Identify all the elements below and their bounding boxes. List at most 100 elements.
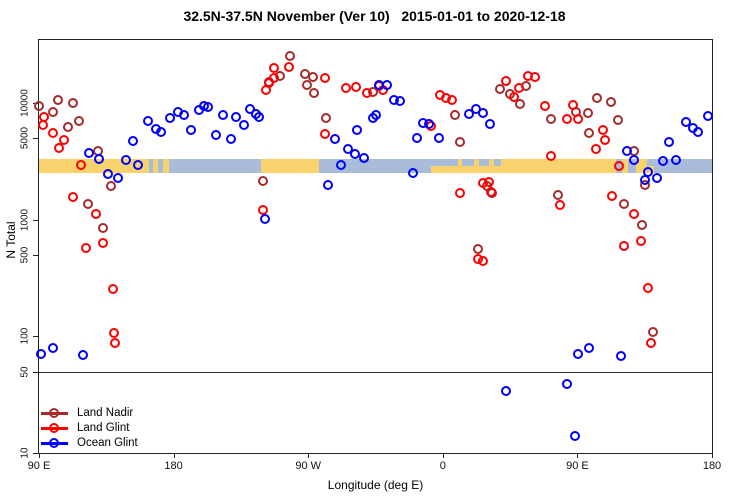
data-point-ocean-glint bbox=[254, 111, 265, 122]
data-point-land-nadir bbox=[450, 109, 461, 120]
x-tick bbox=[442, 453, 444, 458]
data-point-land-glint bbox=[269, 63, 280, 74]
data-point-land-glint bbox=[455, 187, 466, 198]
data-point-land-glint bbox=[76, 159, 86, 170]
map-band-land-segment bbox=[153, 158, 158, 173]
data-point-ocean-glint bbox=[671, 155, 682, 166]
y-tick-label: 10000 bbox=[19, 89, 31, 117]
y-axis-title: N Total bbox=[4, 221, 18, 259]
data-point-land-glint bbox=[284, 61, 295, 72]
data-point-land-glint bbox=[573, 113, 584, 124]
data-point-land-nadir bbox=[308, 72, 319, 82]
data-point-land-glint bbox=[81, 243, 91, 254]
data-point-land-nadir bbox=[612, 115, 623, 125]
data-point-land-glint bbox=[54, 143, 64, 154]
data-point-ocean-glint bbox=[35, 348, 46, 359]
data-point-land-glint bbox=[561, 113, 572, 124]
data-point-land-glint bbox=[350, 82, 361, 92]
data-point-land-nadir bbox=[301, 79, 312, 90]
data-point-land-nadir bbox=[583, 108, 594, 119]
data-point-land-nadir bbox=[591, 93, 602, 104]
data-point-ocean-glint bbox=[628, 154, 639, 165]
data-point-land-glint bbox=[628, 208, 639, 219]
data-point-land-nadir bbox=[106, 180, 117, 191]
data-point-ocean-glint bbox=[336, 159, 347, 170]
data-point-ocean-glint bbox=[395, 96, 406, 106]
y-tick bbox=[33, 138, 38, 140]
map-band bbox=[39, 158, 712, 173]
data-point-land-glint bbox=[618, 241, 629, 252]
data-point-ocean-glint bbox=[359, 152, 370, 163]
x-tick-label: 180 bbox=[164, 460, 183, 472]
x-tick-label: 90 W bbox=[295, 460, 322, 472]
x-axis-title: Longitude (deg E) bbox=[327, 478, 424, 492]
x-tick-label: 90 E bbox=[27, 460, 51, 472]
data-point-land-glint bbox=[598, 124, 609, 135]
legend-circle-marker bbox=[49, 423, 59, 433]
legend-circle-marker bbox=[49, 408, 59, 418]
data-point-ocean-glint bbox=[143, 116, 153, 127]
plot-area: N Total Longitude (deg E) 10000 5000 1000 5… bbox=[4, 39, 721, 492]
data-point-land-glint bbox=[486, 186, 497, 197]
x-tick-label: 0 bbox=[439, 460, 446, 472]
data-point-land-nadir bbox=[98, 222, 108, 233]
data-point-ocean-glint bbox=[485, 119, 496, 130]
map-band-land-segment bbox=[261, 158, 320, 173]
data-point-ocean-glint bbox=[165, 112, 176, 123]
data-point-land-glint bbox=[646, 337, 657, 348]
data-point-ocean-glint bbox=[260, 214, 271, 225]
data-point-land-glint bbox=[59, 134, 69, 145]
data-point-ocean-glint bbox=[352, 125, 363, 136]
y-tick bbox=[33, 371, 38, 373]
data-point-land-nadir bbox=[53, 95, 63, 105]
chart-title: 32.5N-37.5N November (Ver 10) 2015-01-01… bbox=[183, 8, 566, 24]
legend-label: Land Glint bbox=[77, 422, 130, 434]
data-point-land-glint bbox=[606, 190, 617, 201]
x-tick-label: 90 E bbox=[566, 460, 589, 472]
map-band-sea-inlet bbox=[493, 158, 502, 166]
data-point-land-glint bbox=[613, 160, 624, 171]
data-point-ocean-glint bbox=[382, 79, 393, 90]
x-tick bbox=[39, 453, 40, 458]
data-point-land-nadir bbox=[546, 113, 557, 124]
map-band-sea-inlet bbox=[462, 158, 475, 166]
data-point-ocean-glint bbox=[681, 116, 692, 127]
data-point-land-glint bbox=[447, 95, 458, 105]
data-point-land-glint bbox=[68, 191, 79, 202]
data-point-land-nadir bbox=[605, 97, 616, 107]
data-point-ocean-glint bbox=[121, 154, 131, 165]
legend-label: Ocean Glint bbox=[77, 437, 138, 449]
y-tick bbox=[33, 219, 38, 221]
data-point-land-nadir bbox=[584, 128, 595, 139]
data-point-land-nadir bbox=[495, 83, 506, 94]
y-tick-label: 500 bbox=[19, 246, 31, 264]
data-point-land-nadir bbox=[68, 97, 79, 108]
data-point-land-glint bbox=[98, 238, 108, 249]
data-point-ocean-glint bbox=[478, 108, 489, 119]
data-point-ocean-glint bbox=[231, 111, 242, 122]
data-point-land-nadir bbox=[321, 113, 332, 124]
data-point-ocean-glint bbox=[693, 126, 704, 137]
data-point-land-nadir bbox=[636, 220, 647, 230]
data-point-land-glint bbox=[261, 84, 272, 95]
data-point-land-glint bbox=[110, 337, 121, 348]
map-band-land-segment bbox=[163, 158, 170, 173]
data-point-ocean-glint bbox=[703, 111, 714, 122]
data-point-land-nadir bbox=[618, 198, 629, 209]
data-point-ocean-glint bbox=[226, 133, 237, 144]
y-tick-label: 1000 bbox=[19, 208, 31, 231]
y-tick-label: 5000 bbox=[19, 126, 31, 150]
data-point-ocean-glint bbox=[203, 102, 214, 112]
data-point-ocean-glint bbox=[330, 134, 341, 145]
data-point-land-nadir bbox=[34, 101, 45, 112]
data-point-land-glint bbox=[258, 205, 269, 215]
data-point-land-glint bbox=[109, 327, 120, 338]
data-point-ocean-glint bbox=[584, 343, 595, 354]
data-point-ocean-glint bbox=[573, 349, 584, 360]
data-point-ocean-glint bbox=[664, 136, 675, 147]
y-tick-label: 50 bbox=[19, 365, 31, 378]
map-band-land-segment bbox=[635, 158, 647, 173]
data-point-land-glint bbox=[554, 199, 565, 210]
data-point-ocean-glint bbox=[407, 167, 418, 178]
